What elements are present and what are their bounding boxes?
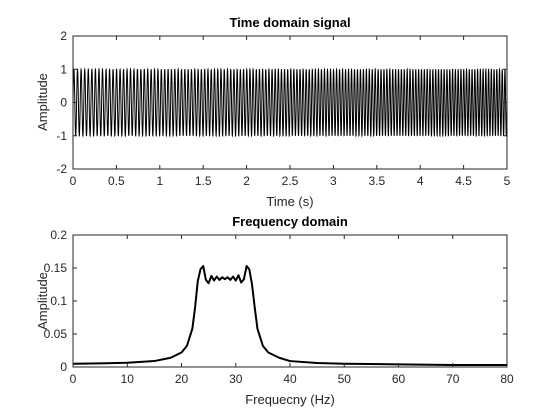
time-domain-signal-line — [72, 67, 508, 138]
frequency-domain-y-tick-label: 0.2 — [50, 228, 67, 242]
frequency-domain-x-tick-label: 60 — [392, 372, 406, 386]
time-domain-x-tick-label: 0.5 — [108, 174, 125, 188]
time-domain-x-tick-label: 4.5 — [455, 174, 472, 188]
time-domain-y-tick-label: -2 — [56, 162, 67, 176]
time-domain-x-axis-label: Time (s) — [266, 194, 313, 209]
frequency-domain-x-tick-label: 70 — [446, 372, 460, 386]
time-domain-title: Time domain signal — [229, 15, 350, 30]
time-domain-x-tick-label: 2 — [243, 174, 250, 188]
time-domain-y-tick-label: 1 — [60, 62, 67, 76]
time-domain-signal-group — [72, 67, 508, 138]
time-domain-x-tick-label: 5 — [504, 174, 511, 188]
frequency-domain-x-tick-label: 80 — [500, 372, 514, 386]
frequency-domain-y-tick-label: 0.05 — [44, 327, 68, 341]
time-domain-y-tick-label: -1 — [56, 129, 67, 143]
time-domain-x-tick-label: 1 — [156, 174, 163, 188]
frequency-domain-plot: Frequency domain 0 10 20 30 40 50 60 70 8000.050… — [35, 214, 514, 407]
frequency-domain-ticks: 0 10 20 30 40 50 60 70 80 0 0.05 0.1 0.15 0.2 — [44, 228, 514, 386]
spectrum-line — [72, 265, 507, 367]
time-domain-x-tick-label: 0 — [70, 174, 77, 188]
frequency-domain-y-tick-label: 0.1 — [50, 294, 67, 308]
frequency-domain-x-tick-label: 0 — [70, 372, 77, 386]
time-domain-y-tick-label: 0 — [60, 96, 67, 110]
frequency-domain-x-tick-label: 20 — [175, 372, 189, 386]
frequency-domain-title: Frequency domain — [232, 214, 348, 229]
frequency-domain-axes-background — [73, 235, 507, 367]
time-domain-x-tick-label: 4 — [417, 174, 424, 188]
time-domain-x-tick-label: 3.5 — [368, 174, 385, 188]
frequency-domain-x-tick-label: 40 — [283, 372, 297, 386]
frequency-domain-x-tick-label: 50 — [338, 372, 352, 386]
time-domain-y-axis-label: Amplitude — [35, 73, 50, 131]
time-domain-x-tick-label: 1.5 — [195, 174, 212, 188]
frequency-domain-y-tick-label: 0 — [60, 360, 67, 374]
time-domain-plot: Time domain signal 0 0.5 1 1.5 2 2.5 3 3.5 4 4.5 5… — [35, 15, 511, 209]
time-domain-y-tick-label: 2 — [60, 29, 67, 43]
frequency-domain-y-tick-label: 0.15 — [44, 261, 68, 275]
frequency-domain-x-tick-label: 30 — [229, 372, 243, 386]
time-domain-x-tick-label: 2.5 — [282, 174, 299, 188]
frequency-domain-x-tick-label: 10 — [121, 372, 135, 386]
time-domain-ticks: 0 0.5 1 1.5 2 2.5 3 3.5 4 4.5 5 -2 -1 0 1 2 — [56, 29, 510, 188]
time-domain-x-tick-label: 3 — [330, 174, 337, 188]
frequency-domain-x-axis-label: Frequecny (Hz) — [245, 392, 335, 407]
frequency-domain-y-axis-label: Amplitude — [35, 272, 50, 330]
